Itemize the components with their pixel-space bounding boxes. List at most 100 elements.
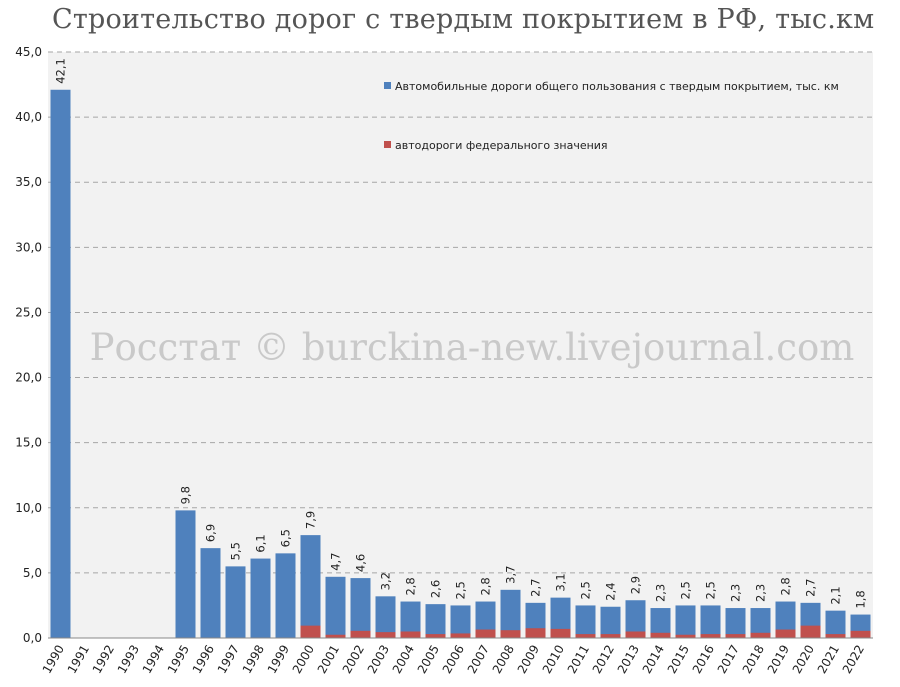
y-tick-label: 5,0 <box>23 566 42 580</box>
data-label-1995: 9,8 <box>179 486 193 504</box>
x-tick-label-2009: 2009 <box>515 643 542 676</box>
data-label-2015: 2,5 <box>679 581 693 599</box>
bar-federal-roads-2009 <box>525 628 546 638</box>
x-tick-label-2005: 2005 <box>415 643 442 676</box>
x-tick-label-1993: 1993 <box>115 643 142 676</box>
y-tick-label: 0,0 <box>23 631 42 645</box>
y-tick-label: 30,0 <box>15 240 42 254</box>
data-label-1998: 6,1 <box>254 534 268 552</box>
legend-swatch-general-roads <box>384 82 391 89</box>
data-labels-group: 42,1 9,8 6,9 5,5 6,1 6,5 7,9 4,7 4,6 3,2 2,8 2,6 2,5… <box>54 58 868 608</box>
bar-general-roads-2015 <box>675 605 696 638</box>
bar-federal-roads-2000 <box>300 625 321 638</box>
bar-general-roads-1999 <box>275 553 296 638</box>
data-label-1999: 6,5 <box>279 529 293 547</box>
legend: Автомобильные дороги общего пользования … <box>384 80 839 152</box>
data-label-2002: 4,6 <box>354 554 368 572</box>
bar-general-roads-2014 <box>650 608 671 638</box>
x-tick-label-2003: 2003 <box>365 643 392 676</box>
bar-general-roads-2012 <box>600 606 621 638</box>
bar-federal-roads-2018 <box>750 632 771 638</box>
x-tick-label-2004: 2004 <box>390 643 417 676</box>
bar-general-roads-2021 <box>825 610 846 638</box>
data-label-1990: 42,1 <box>54 58 68 84</box>
y-tick-label: 10,0 <box>15 501 42 515</box>
data-label-2022: 1,8 <box>854 590 868 608</box>
bar-federal-roads-2001 <box>325 634 346 638</box>
bar-federal-roads-2015 <box>675 634 696 638</box>
data-label-2011: 2,5 <box>579 581 593 599</box>
bar-federal-roads-2014 <box>650 632 671 638</box>
x-tick-label-1991: 1991 <box>65 643 92 676</box>
bar-general-roads-2013 <box>625 600 646 638</box>
bar-general-roads-1997 <box>225 566 246 638</box>
bar-general-roads-2019 <box>775 601 796 638</box>
x-tick-label-2021: 2021 <box>815 643 842 676</box>
y-axis: 0,0 5,0 10,0 15,0 20,0 25,0 30,0 35,0 40,0 45,0 <box>15 45 42 645</box>
x-tick-label-2001: 2001 <box>315 643 342 676</box>
y-tick-label: 25,0 <box>15 305 42 319</box>
data-label-2016: 2,5 <box>704 581 718 599</box>
y-tick-label: 45,0 <box>15 45 42 59</box>
x-tick-label-2000: 2000 <box>290 643 317 676</box>
x-tick-label-2012: 2012 <box>590 643 617 676</box>
bar-general-roads-2004 <box>400 601 421 638</box>
bar-federal-roads-2007 <box>475 629 496 638</box>
x-tick-label-1997: 1997 <box>215 643 242 676</box>
data-label-2001: 4,7 <box>329 552 343 570</box>
data-label-2010: 3,1 <box>554 573 568 591</box>
data-label-2018: 2,3 <box>754 584 768 602</box>
bar-general-roads-1995 <box>175 510 196 638</box>
x-tick-label-2014: 2014 <box>640 643 667 676</box>
x-tick-label-1990: 1990 <box>40 643 67 676</box>
data-label-2013: 2,9 <box>629 576 643 594</box>
bar-general-roads-1998 <box>250 558 271 638</box>
bar-general-roads-2006 <box>450 605 471 638</box>
data-label-2004: 2,8 <box>404 577 418 595</box>
bar-federal-roads-2002 <box>350 630 371 638</box>
bars-group <box>50 89 871 638</box>
x-tick-label-2022: 2022 <box>840 643 867 676</box>
y-tick-label: 40,0 <box>15 110 42 124</box>
x-tick-label-2013: 2013 <box>615 643 642 676</box>
data-label-2006: 2,5 <box>454 581 468 599</box>
data-label-2009: 2,7 <box>529 579 543 597</box>
bar-federal-roads-2021 <box>825 634 846 638</box>
bar-general-roads-2008 <box>500 589 521 638</box>
watermark-text: Росстат © burckina-new.livejournal.com <box>90 326 855 369</box>
bar-federal-roads-2008 <box>500 630 521 638</box>
x-tick-label-2020: 2020 <box>790 643 817 676</box>
x-tick-label-1994: 1994 <box>140 643 167 676</box>
bar-federal-roads-2012 <box>600 634 621 638</box>
x-tick-label-1992: 1992 <box>90 643 117 676</box>
x-tick-label-1995: 1995 <box>165 643 192 676</box>
data-label-1996: 6,9 <box>204 524 218 542</box>
x-tick-label-2017: 2017 <box>715 643 742 676</box>
data-label-2003: 3,2 <box>379 572 393 590</box>
x-tick-label-2008: 2008 <box>490 643 517 676</box>
bar-general-roads-2018 <box>750 608 771 638</box>
data-label-2007: 2,8 <box>479 577 493 595</box>
bar-general-roads-2016 <box>700 605 721 638</box>
legend-swatch-federal-roads <box>384 141 391 148</box>
bar-general-roads-2017 <box>725 608 746 638</box>
x-tick-label-2007: 2007 <box>465 643 492 676</box>
x-tick-label-2010: 2010 <box>540 643 567 676</box>
data-label-2014: 2,3 <box>654 584 668 602</box>
bar-federal-roads-2010 <box>550 628 571 638</box>
bar-federal-roads-2022 <box>850 630 871 638</box>
bar-general-roads-1996 <box>200 548 221 638</box>
data-label-2017: 2,3 <box>729 584 743 602</box>
data-label-1997: 5,5 <box>229 542 243 560</box>
x-tick-label-1999: 1999 <box>265 643 292 676</box>
x-tick-label-2015: 2015 <box>665 643 692 676</box>
bar-federal-roads-2019 <box>775 629 796 638</box>
bar-general-roads-1990 <box>50 89 71 638</box>
x-tick-label-1998: 1998 <box>240 643 267 676</box>
bar-federal-roads-2006 <box>450 633 471 638</box>
bar-general-roads-2010 <box>550 597 571 638</box>
bar-federal-roads-2003 <box>375 632 396 638</box>
y-tick-label: 20,0 <box>15 371 42 385</box>
bar-federal-roads-2017 <box>725 634 746 638</box>
